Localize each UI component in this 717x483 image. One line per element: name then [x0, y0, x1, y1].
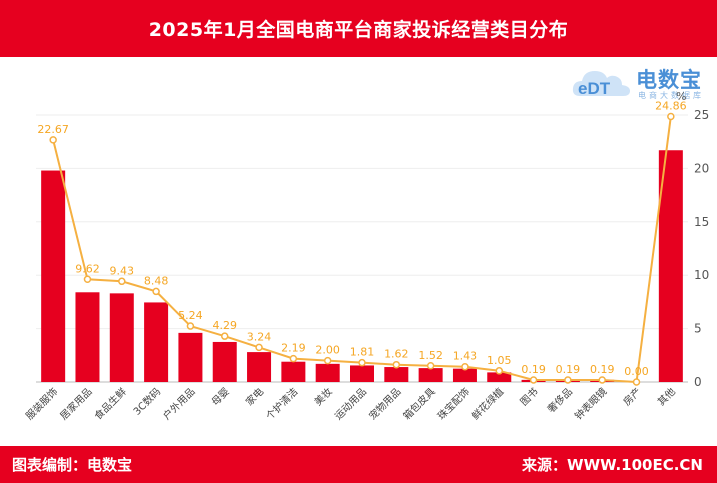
- logo-name: 电数宝: [636, 68, 702, 92]
- data-label: 1.52: [418, 349, 443, 362]
- x-category-label: 鲜花绿植: [469, 385, 506, 422]
- bar: [487, 372, 512, 382]
- data-label: 1.62: [384, 348, 409, 361]
- x-category-label: 美妆: [311, 385, 334, 408]
- data-label: 1.43: [453, 350, 478, 363]
- data-label: 9.43: [110, 264, 135, 277]
- chart-header: 2025年1月全国电商平台商家投诉经营类目分布: [0, 0, 717, 57]
- y-tick-label: 5: [694, 322, 702, 336]
- grid-lines: [36, 114, 688, 383]
- line-point: [323, 356, 332, 365]
- x-category-label: 运动用品: [332, 386, 369, 423]
- line-point: [495, 367, 504, 375]
- line-point: [392, 360, 401, 369]
- line-point: [598, 376, 606, 384]
- data-label: 2.19: [281, 342, 306, 355]
- bar: [315, 363, 340, 382]
- line-point: [83, 275, 92, 284]
- x-category-label: 奢侈品: [545, 385, 575, 415]
- bar: [178, 332, 203, 382]
- data-label: 2.00: [315, 344, 340, 357]
- x-category-label: 母婴: [209, 386, 232, 409]
- brand-logo: eDT 电数宝 电商大数据库: [570, 62, 712, 102]
- x-category-label: 钟表眼镜: [572, 385, 609, 422]
- x-category-label: 服装服饰: [23, 385, 60, 422]
- line-point: [564, 376, 572, 384]
- line-point: [529, 376, 538, 384]
- line-point: [358, 358, 366, 367]
- bar: [384, 367, 409, 382]
- y-axis-ticks: 0 5 10 15 20 25: [694, 108, 709, 389]
- y-tick-label: 15: [694, 215, 709, 229]
- data-label: 8.48: [144, 274, 169, 287]
- y-tick-label: 10: [694, 268, 709, 282]
- x-category-label: 家电: [243, 385, 266, 408]
- line-point: [289, 354, 298, 363]
- line-point: [49, 136, 57, 144]
- x-category-label: 个护清洁: [263, 385, 300, 422]
- x-category-label: 宠物用品: [366, 385, 403, 422]
- data-label: 1.81: [350, 346, 375, 359]
- data-label: 9.62: [75, 262, 100, 275]
- footer-credit: 图表编制：电数宝: [12, 456, 133, 474]
- y-tick-label: 20: [694, 161, 709, 175]
- chart-title: 2025年1月全国电商平台商家投诉经营类目分布: [148, 19, 569, 41]
- bar-series: [41, 150, 683, 382]
- y-tick-label: 25: [694, 108, 709, 122]
- data-label: 0.19: [556, 363, 581, 376]
- chart-footer: 图表编制：电数宝 来源：WWW.100EC.CN: [0, 446, 717, 483]
- category-chart: 22.67 9.62 9.43 8.48 5.24 4.29 3.24 2.19 2.00 1.8…: [23, 99, 709, 422]
- x-category-label: 居家用品: [57, 385, 94, 422]
- footer-source: 来源：WWW.100EC.CN: [522, 456, 703, 474]
- bar: [75, 292, 100, 382]
- line-point: [667, 112, 675, 121]
- cloud-logo-icon: eDT: [572, 71, 630, 98]
- data-label: 1.05: [487, 354, 512, 367]
- data-label: 4.29: [212, 319, 237, 332]
- bar: [212, 341, 237, 382]
- bar: [144, 302, 169, 382]
- bar: [350, 365, 374, 382]
- line-point: [118, 277, 126, 286]
- x-category-label: 其他: [655, 385, 678, 408]
- bar: [281, 361, 306, 382]
- x-category-label: 珠宝配饰: [435, 385, 472, 422]
- data-label: 22.67: [37, 123, 69, 136]
- bar: [418, 368, 443, 382]
- y-axis-unit: %: [676, 90, 687, 103]
- line-series: 22.67 9.62 9.43 8.48 5.24 4.29 3.24 2.19 2.00 1.8…: [37, 99, 687, 386]
- logo-subtitle: 电商大数据库: [638, 91, 704, 100]
- bar: [41, 170, 66, 382]
- data-label: 24.86: [655, 99, 687, 112]
- line-point: [220, 332, 229, 340]
- data-label: 3.24: [247, 330, 272, 343]
- x-category-label: 户外用品: [160, 385, 197, 422]
- data-label: 0.19: [521, 363, 546, 376]
- bar: [452, 368, 477, 382]
- logo-mark: eDT: [578, 79, 611, 98]
- x-category-label: 图书: [518, 386, 541, 409]
- line-point: [632, 378, 641, 386]
- bar: [109, 293, 134, 382]
- line-point: [461, 362, 469, 371]
- data-label: 0.00: [624, 365, 649, 378]
- y-tick-label: 0: [694, 375, 702, 389]
- line-point: [186, 322, 195, 330]
- bar: [247, 352, 272, 382]
- line-point: [426, 362, 435, 370]
- line-point: [152, 287, 160, 296]
- x-category-label: 3C数码: [130, 385, 163, 418]
- x-category-label: 食品生鲜: [91, 385, 128, 422]
- x-category-label: 房产: [620, 385, 643, 408]
- bar: [658, 150, 683, 382]
- data-label: 0.19: [590, 363, 615, 376]
- data-label: 5.24: [178, 309, 203, 322]
- x-category-label: 箱包皮具: [400, 385, 437, 422]
- line-point: [255, 343, 263, 352]
